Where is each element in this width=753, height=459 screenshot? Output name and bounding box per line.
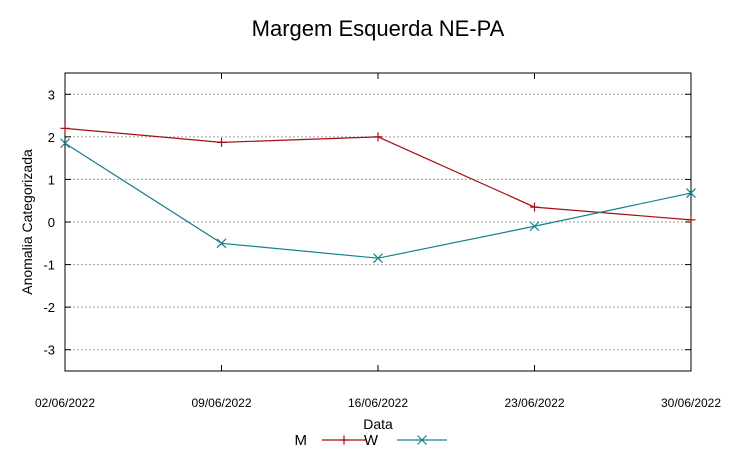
data-point-M <box>686 215 696 225</box>
data-point-M <box>530 202 539 212</box>
legend-marker-W <box>417 435 427 445</box>
legend-label-W: W <box>364 432 379 449</box>
y-tick-label: 2 <box>48 130 55 145</box>
grid <box>65 93 691 351</box>
data-point-W <box>60 138 70 149</box>
x-tick-label: 09/06/2022 <box>191 396 251 410</box>
legend-label-M: M <box>295 432 308 449</box>
y-tick-label: 1 <box>48 172 55 187</box>
y-axis-label: Anomalia Categorizada <box>19 149 35 295</box>
series-line-M <box>64 127 692 221</box>
y-tick-label: 3 <box>48 87 55 102</box>
series-layer <box>60 123 696 264</box>
x-tick-label: 02/06/2022 <box>35 396 95 410</box>
data-point-W <box>373 253 383 264</box>
x-tick-label: 23/06/2022 <box>504 396 564 410</box>
series-line-W <box>64 142 692 259</box>
y-tick-label: -1 <box>43 258 55 273</box>
y-tick-label: -2 <box>43 300 55 315</box>
y-tick-label: -3 <box>43 343 55 358</box>
x-tick-label: 30/06/2022 <box>661 396 721 410</box>
chart-title: Margem Esquerda NE-PA <box>252 16 505 41</box>
data-point-W <box>529 221 540 232</box>
x-tick-label: 16/06/2022 <box>348 396 408 410</box>
data-point-M <box>60 123 70 133</box>
x-axis: 02/06/2022 09/06/2022 16/06/2022 23/06/2022… <box>35 73 721 410</box>
data-point-W <box>216 238 227 249</box>
x-axis-label: Data <box>363 416 393 432</box>
legend-marker-M <box>339 435 349 445</box>
data-point-W <box>686 188 696 198</box>
y-axis: 3 2 1 0 -1 -2 -3 <box>43 87 691 358</box>
data-point-M <box>217 137 226 147</box>
data-point-M <box>373 132 383 142</box>
y-tick-label: 0 <box>48 215 55 230</box>
